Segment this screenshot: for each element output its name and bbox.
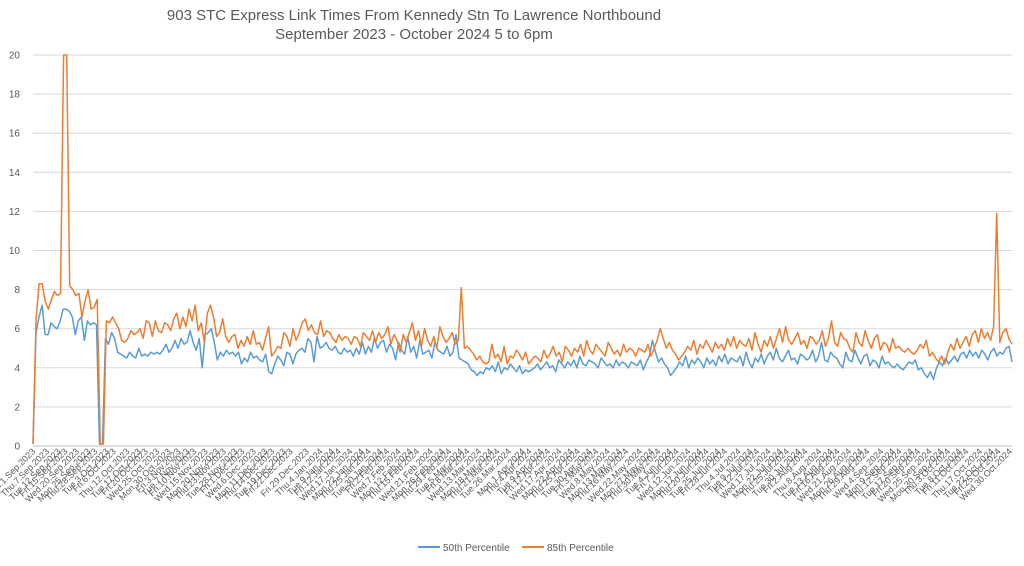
series-line-50th [32,304,1013,445]
chart-title-line2: September 2023 - October 2024 5 to 6pm [275,26,553,43]
y-tick-label: 20 [9,51,21,62]
legend-label-50th: 50th Percentile [443,543,510,554]
y-tick-label: 8 [14,285,20,296]
y-tick-label: 10 [9,246,21,257]
y-axis-tick-labels: 0 2 4 6 8 10 12 14 16 18 20 [9,51,21,453]
series-lines [32,54,1013,445]
gridlines [33,54,1012,447]
y-tick-label: 16 [9,129,21,140]
y-tick-label: 4 [14,363,20,374]
y-tick-label: 6 [14,324,20,335]
legend-label-85th: 85th Percentile [547,543,614,554]
y-tick-label: 2 [14,402,20,413]
y-tick-label: 0 [14,442,20,453]
y-tick-label: 14 [9,168,21,179]
legend: 50th Percentile 85th Percentile [418,543,614,554]
series-line-85th [32,54,1013,445]
chart-title-line1: 903 STC Express Link Times From Kennedy … [167,7,661,24]
y-tick-label: 12 [9,207,21,218]
x-axis-tick-labels: Fri.1.Sep.2023Thu.7.Sep.2023Tue.12.Sep.2… [0,446,1014,504]
y-tick-label: 18 [9,90,21,101]
